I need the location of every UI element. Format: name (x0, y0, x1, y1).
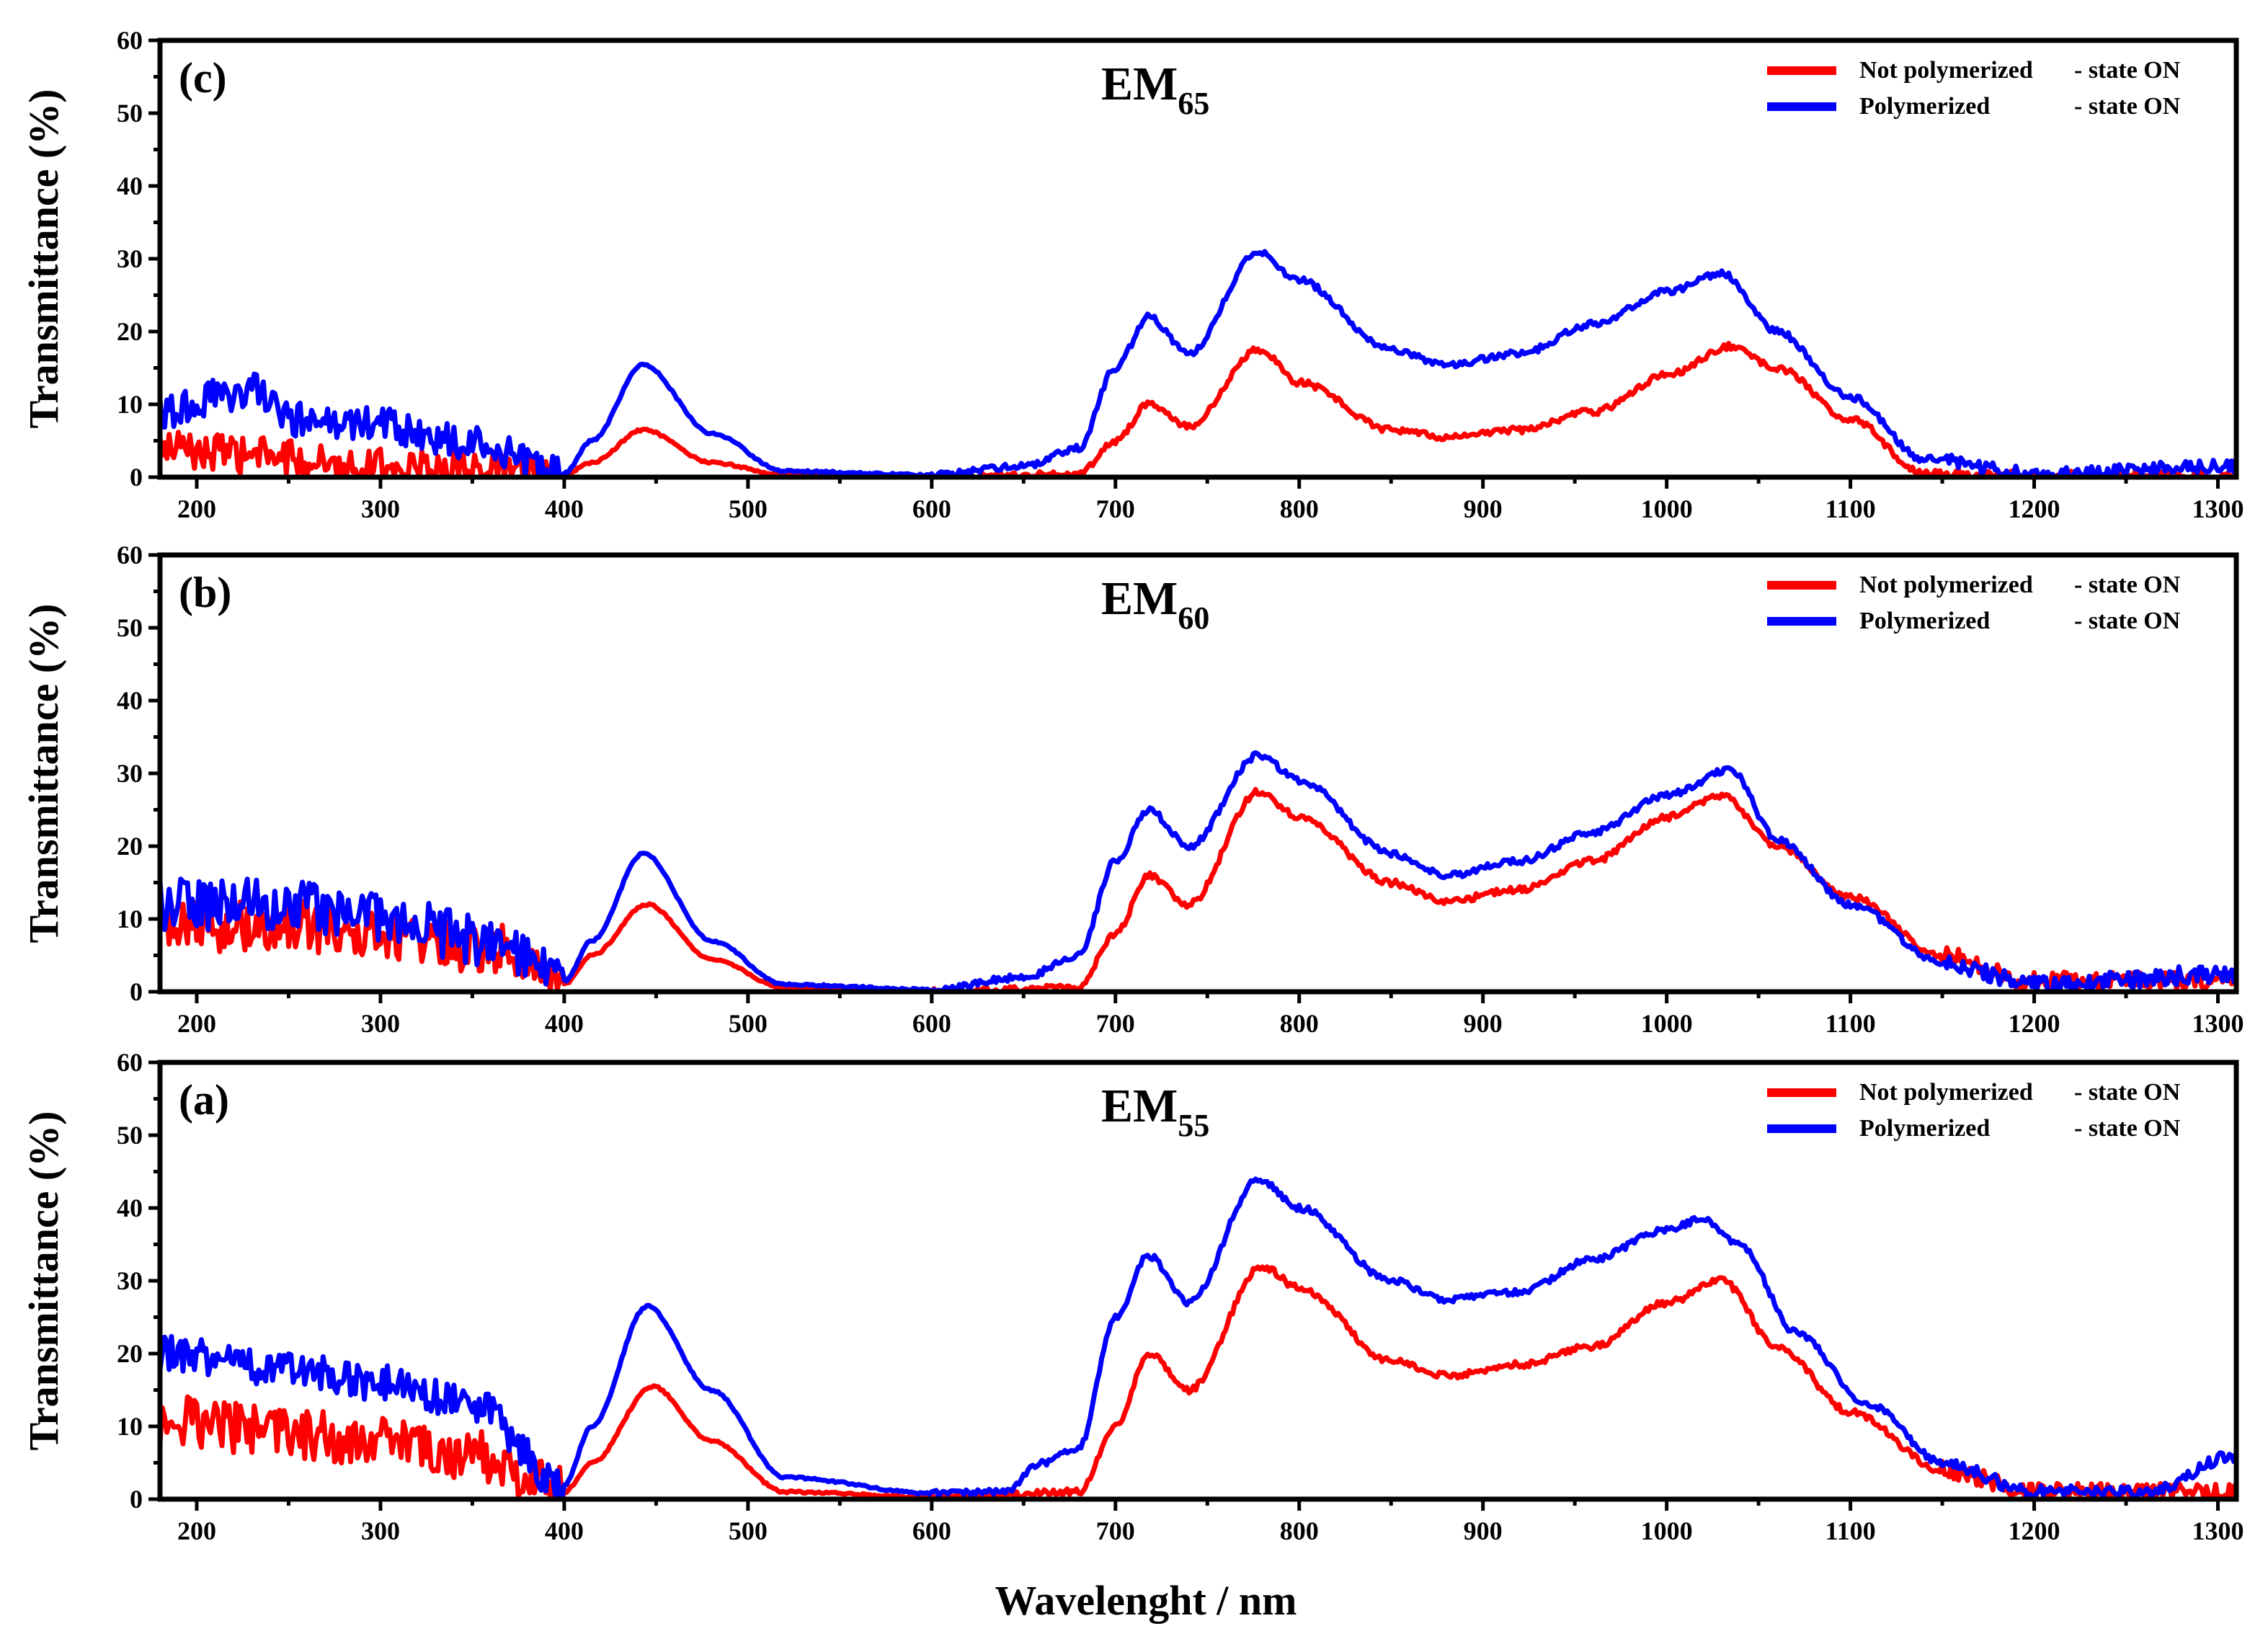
chart-panels: 200 300 400 500 600 700 800 900 1000 1100 1200 1300… (20, 26, 2244, 1545)
panel-title-main: EM (1101, 572, 1178, 625)
legend-suffix: - state ON (2074, 572, 2181, 598)
y-tick-label: 50 (117, 613, 143, 642)
panel-title-main: EM (1101, 58, 1178, 110)
legend-name: Polymerized (1859, 1115, 1990, 1142)
legend-c: Not polymerized - state ON Polymerized - st… (1767, 57, 2181, 120)
y-axis-title: Transmittance (%) (20, 1111, 67, 1451)
x-tick-label: 700 (1096, 1009, 1135, 1038)
y-tick-label: 10 (117, 905, 143, 933)
y-tick-label: 10 (117, 1412, 143, 1441)
x-tick-label: 900 (1464, 494, 1503, 523)
legend-suffix: - state ON (2074, 1115, 2181, 1142)
x-tick-label: 600 (912, 494, 951, 523)
x-tick-label: 1200 (2009, 494, 2060, 523)
x-tick-label: 200 (177, 494, 216, 523)
x-tick-label: 200 (177, 1516, 216, 1545)
x-tick-label: 800 (1280, 1009, 1319, 1038)
x-tick-label: 1100 (1825, 494, 1876, 523)
x-tick-label: 1100 (1825, 1009, 1876, 1038)
x-tick-label: 500 (729, 1009, 768, 1038)
y-tick-label: 0 (130, 977, 143, 1006)
legend-a: Not polymerized - state ON Polymerized - st… (1767, 1079, 2181, 1142)
panel-title-subscript: 60 (1178, 600, 1209, 636)
x-tick-label: 700 (1096, 494, 1135, 523)
legend-suffix: - state ON (2074, 608, 2181, 634)
series-line-a-polymerized (160, 1176, 2236, 1499)
x-tick-label: 400 (545, 1516, 584, 1545)
x-tick-label: 1200 (2009, 1009, 2060, 1038)
legend-suffix: - state ON (2074, 57, 2181, 84)
y-tick-label: 0 (130, 1485, 143, 1514)
x-tick-label: 1300 (2192, 1516, 2244, 1545)
x-tick-label: 500 (729, 1516, 768, 1545)
legend-suffix: - state ON (2074, 1079, 2181, 1106)
legend-name: Polymerized (1859, 608, 1990, 634)
x-tick-label: 700 (1096, 1516, 1135, 1545)
panel-label-a: (a) (179, 1076, 229, 1124)
x-tick-label: 600 (912, 1516, 951, 1545)
y-tick-label: 30 (117, 759, 143, 788)
legend-name: Not polymerized (1859, 572, 2033, 598)
y-tick-label: 20 (117, 832, 143, 861)
panel-a: 200 300 400 500 600 700 800 900 1000 1100 1200 1300… (20, 1048, 2244, 1545)
legend-b: Not polymerized - state ON Polymerized - st… (1767, 572, 2181, 634)
legend-name: Not polymerized (1859, 57, 2033, 84)
y-tick-label: 50 (117, 99, 143, 128)
panel-title-a: EM55 (1101, 1080, 1209, 1143)
x-tick-label: 300 (361, 1516, 400, 1545)
y-tick-label: 40 (117, 1194, 143, 1222)
panel-b: 200 300 400 500 600 700 800 900 1000 1100 1200 1300… (20, 541, 2244, 1038)
y-axis-title: Transmittance (%) (20, 89, 67, 429)
y-tick-label: 40 (117, 172, 143, 200)
x-tick-label: 1300 (2192, 494, 2244, 523)
x-tick-label: 300 (361, 1009, 400, 1038)
x-tick-label: 900 (1464, 1009, 1503, 1038)
x-tick-label: 800 (1280, 494, 1319, 523)
y-tick-label: 60 (117, 26, 143, 55)
x-tick-label: 1000 (1641, 1516, 1693, 1545)
y-tick-label: 20 (117, 1339, 143, 1368)
y-tick-label: 60 (117, 541, 143, 569)
x-tick-label: 1100 (1825, 1516, 1876, 1545)
x-tick-label: 900 (1464, 1516, 1503, 1545)
x-tick-label: 500 (729, 494, 768, 523)
y-tick-label: 50 (117, 1121, 143, 1150)
x-tick-label: 1200 (2009, 1516, 2060, 1545)
legend-suffix: - state ON (2074, 93, 2181, 120)
x-tick-label: 1000 (1641, 494, 1693, 523)
panel-label-c: (c) (179, 54, 227, 102)
panel-label-b: (b) (179, 569, 231, 616)
x-tick-label: 400 (545, 1009, 584, 1038)
x-tick-label: 300 (361, 494, 400, 523)
y-tick-label: 10 (117, 390, 143, 419)
series-line-c-not_polymerized (160, 340, 2236, 477)
y-tick-label: 40 (117, 686, 143, 715)
x-tick-label: 200 (177, 1009, 216, 1038)
y-axis-title: Transmittance (%) (20, 604, 67, 943)
panel-title-subscript: 55 (1178, 1108, 1209, 1143)
y-tick-label: 20 (117, 317, 143, 346)
x-tick-label: 1300 (2192, 1009, 2244, 1038)
series-line-a-not_polymerized (160, 1264, 2236, 1499)
x-tick-label: 400 (545, 494, 584, 523)
panel-title-main: EM (1101, 1080, 1178, 1132)
x-tick-label: 600 (912, 1009, 951, 1038)
series-line-c-polymerized (160, 249, 2236, 477)
panel-title-c: EM65 (1101, 58, 1209, 121)
y-tick-label: 60 (117, 1048, 143, 1077)
y-tick-label: 30 (117, 1266, 143, 1295)
panel-c: 200 300 400 500 600 700 800 900 1000 1100 1200 1300… (20, 26, 2244, 523)
panel-title-b: EM60 (1101, 572, 1209, 636)
panel-title-subscript: 65 (1178, 86, 1209, 121)
x-axis-title: Wavelenght / nm (995, 1577, 1297, 1624)
legend-name: Not polymerized (1859, 1079, 2033, 1106)
y-tick-label: 30 (117, 244, 143, 273)
series-line-b-polymerized (160, 750, 2236, 992)
x-tick-label: 1000 (1641, 1009, 1693, 1038)
y-tick-label: 0 (130, 463, 143, 492)
x-tick-label: 800 (1280, 1516, 1319, 1545)
legend-name: Polymerized (1859, 93, 1990, 120)
